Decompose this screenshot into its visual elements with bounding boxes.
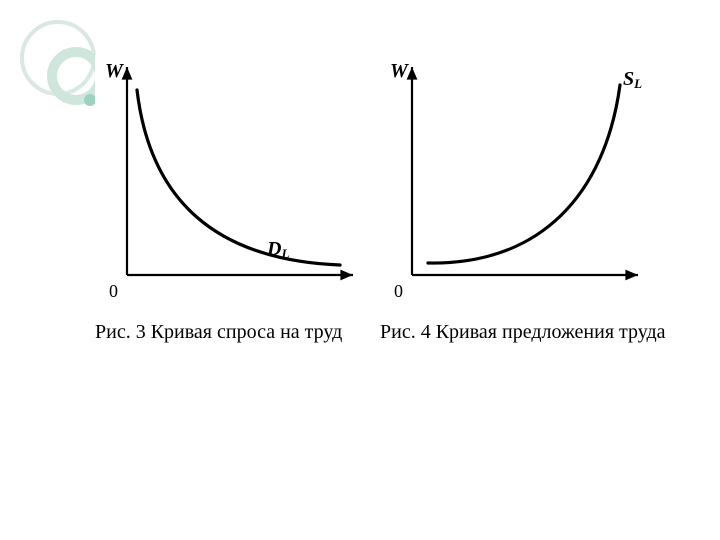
demand-curve-label-sub: L [280, 246, 289, 261]
demand-curve [137, 90, 340, 265]
demand-y-axis [122, 67, 133, 275]
demand-y-label: W [105, 60, 124, 82]
supply-chart: W 0 SL [380, 55, 650, 305]
demand-curve-label: DL [266, 238, 289, 261]
supply-chart-svg: W 0 SL [380, 55, 650, 305]
deco-inner-circle [52, 52, 100, 100]
supply-x-axis [412, 270, 638, 281]
supply-y-axis [407, 67, 418, 275]
demand-curve-label-main: D [266, 238, 281, 260]
supply-curve-label-main: S [623, 68, 634, 90]
supply-curve-label: SL [623, 68, 642, 91]
demand-x-axis [127, 270, 353, 281]
supply-caption: Рис. 4 Кривая предложения труда [380, 320, 700, 345]
supply-curve-label-sub: L [633, 76, 642, 91]
demand-chart: W 0 DL [95, 55, 365, 305]
supply-origin-label: 0 [394, 281, 403, 301]
demand-caption: Рис. 3 Кривая спроса на труд [95, 320, 350, 345]
demand-chart-svg: W 0 DL [95, 55, 365, 305]
supply-curve [428, 85, 620, 263]
supply-y-label: W [390, 60, 409, 82]
demand-origin-label: 0 [109, 281, 118, 301]
